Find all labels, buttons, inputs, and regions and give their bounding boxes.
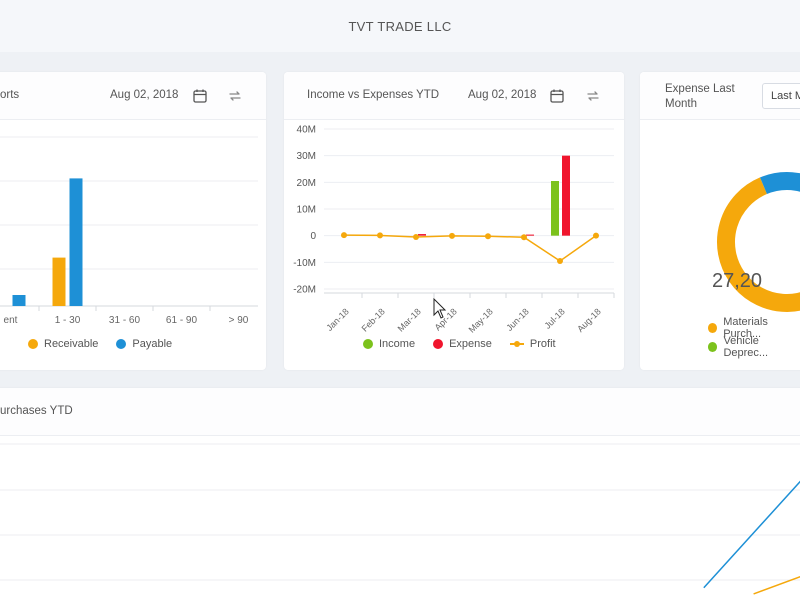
legend-profit[interactable]: Profit [509,338,556,350]
legend-materials[interactable]: Materials Purch... [708,316,800,340]
income-expense-card: Income vs Expenses YTD Aug 02, 2018 40M 3… [284,72,624,370]
x-tick-label: > 90 [229,315,249,326]
legend-payable[interactable]: Payable [116,338,172,350]
profit-point [341,232,347,239]
expense-last-month-card: Expense Last Month Last M 27,20 Material… [640,72,800,370]
donut-slice [717,177,800,312]
x-tick-label: 31 - 60 [109,315,141,326]
expense-legend-1: Materials Purch... [708,316,800,340]
calendar-icon[interactable] [191,87,209,105]
aging-chart: ent 1 - 30 31 - 60 61 - 90 > 90 [0,136,258,326]
expense-swatch [433,339,444,349]
purchases-line [753,576,800,595]
profit-point [557,258,563,264]
bar-payable [69,178,83,306]
y-tick-label: -20M [293,285,316,296]
purchases-card-header: urchases YTD [0,388,800,436]
y-tick-label: 10M [297,205,316,216]
company-title: TVT TRADE LLC [348,18,452,34]
x-tick-label: May-18 [467,306,495,334]
bar-income [551,181,559,236]
purchases-ytd-card: urchases YTD [0,388,800,600]
legend-receivable[interactable]: Receivable [28,338,98,350]
payable-swatch [116,339,127,349]
mouse-cursor-icon [433,298,447,319]
profit-point [377,232,383,239]
donut-center-value: 27,20 [712,270,763,292]
y-tick-label: -10M [293,258,316,269]
x-tick-label: Jun-18 [504,306,531,333]
legend-expense[interactable]: Expense [433,338,492,350]
profit-point [413,234,419,240]
x-tick-label: Jan-18 [324,306,351,333]
income-swatch [363,339,373,349]
vehicle-swatch [708,342,718,352]
aging-card: orts Aug 02, 2018 ent 1 - 30 31 - 60 61 - 9… [0,72,266,370]
income-card-date: Aug 02, 2018 [468,89,537,101]
aging-card-date: Aug 02, 2018 [110,89,179,101]
profit-line [343,234,597,262]
x-tick-label: Aug-18 [575,306,603,334]
legend-income[interactable]: Income [363,338,415,350]
income-expense-chart: 40M 30M 20M 10M 0 -10M -20M Jan-18 Feb-18 Mar-18 A… [293,125,615,335]
purchases-line [703,480,800,589]
x-tick-label: Jul-18 [542,306,566,330]
x-tick-label: Feb-18 [360,306,387,333]
purchases-card-title: urchases YTD [0,405,73,417]
bar-expense [562,155,570,236]
legend-payable-label: Payable [132,338,173,350]
period-select[interactable]: Last M [762,83,800,109]
donut-slice [760,172,800,195]
expense-card-title-line2: Month [665,98,697,110]
refresh-icon[interactable] [584,87,602,105]
y-tick-label: 20M [297,178,316,189]
expense-legend-2: Vehicle Deprec... [708,335,800,359]
materials-swatch [708,323,718,333]
x-tick-label: ent [4,315,18,326]
profit-point [593,232,599,239]
calendar-icon[interactable] [548,87,566,105]
y-tick-label: 40M [297,125,316,136]
legend-materials-label: Materials Purch... [723,316,768,340]
top-bar: TVT TRADE LLC [0,0,800,52]
refresh-icon[interactable] [226,87,244,105]
legend-income-label: Income [379,338,416,350]
profit-point [449,232,455,239]
profit-swatch [509,339,524,349]
x-tick-label: 61 - 90 [166,315,198,326]
y-tick-label: 0 [310,231,316,242]
expense-donut-chart [717,172,800,312]
expense-card-title: Expense Last Month [665,82,735,112]
x-tick-label: Mar-18 [396,306,423,333]
bar-expense [526,234,534,236]
income-legend: Income Expense Profit [363,338,574,350]
legend-expense-label: Expense [449,338,492,350]
expense-card-title-line1: Expense Last [665,83,735,95]
income-card-header: Income vs Expenses YTD Aug 02, 2018 [284,72,624,120]
expense-card-header: Expense Last Month Last M [640,72,800,120]
x-tick-label: 1 - 30 [55,315,81,326]
income-card-title: Income vs Expenses YTD [307,89,440,101]
y-tick-label: 30M [297,151,316,162]
legend-profit-label: Profit [529,338,556,350]
bar-expense [418,234,426,236]
legend-receivable-label: Receivable [44,338,99,350]
bar-receivable [52,257,66,306]
purchases-chart [0,443,800,595]
legend-vehicle-label: Vehicle Deprec... [723,335,769,359]
profit-point [485,233,491,240]
legend-vehicle[interactable]: Vehicle Deprec... [708,335,800,359]
receivable-swatch [28,339,38,349]
aging-card-title: orts [0,89,20,101]
bar-payable [12,295,26,306]
aging-card-header: orts Aug 02, 2018 [0,72,266,120]
profit-point [521,234,527,241]
aging-legend: Receivable Payable [28,338,190,350]
